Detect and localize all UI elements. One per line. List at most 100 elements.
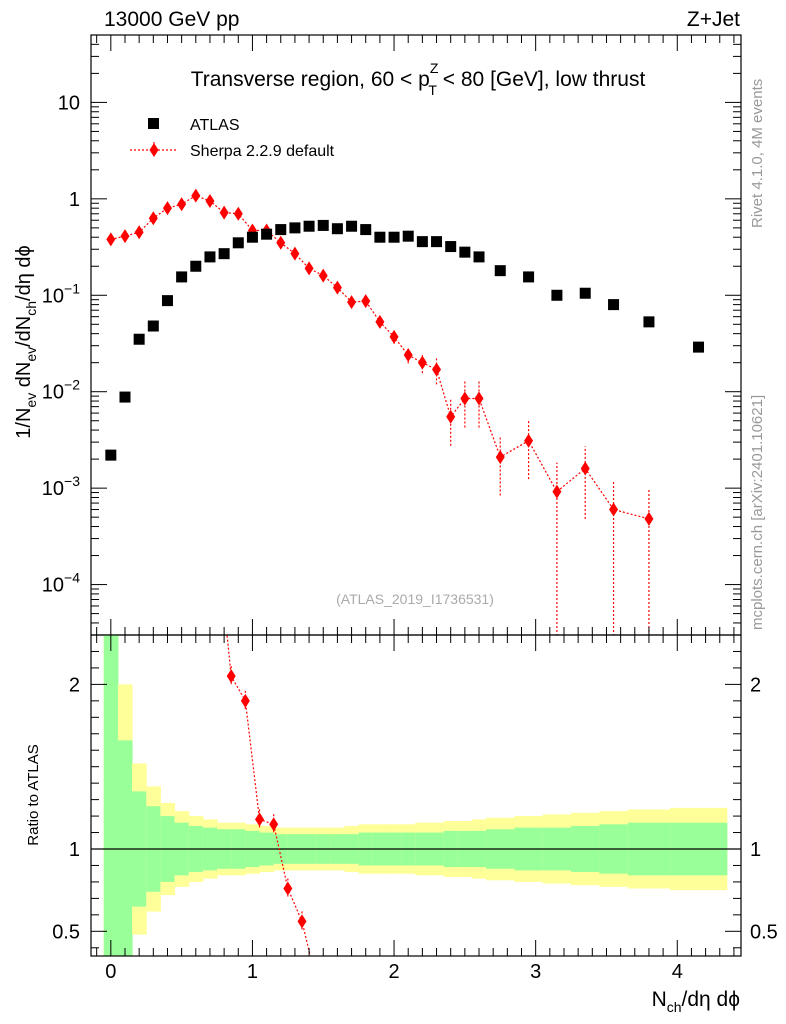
sherpa-point bbox=[403, 348, 413, 363]
legend-atlas-marker bbox=[148, 118, 159, 129]
atlas-point bbox=[416, 236, 428, 248]
main-ticks: 10 1 10−1 10−2 10−3 10−4 bbox=[42, 34, 741, 636]
atlas-point bbox=[190, 260, 202, 272]
legend-sherpa-marker bbox=[149, 143, 159, 157]
atlas-point bbox=[246, 231, 258, 243]
atlas-point bbox=[105, 449, 117, 461]
ratio-sherpa-point bbox=[283, 881, 293, 896]
atlas-point bbox=[523, 271, 535, 283]
main-title: Transverse region, 60 < pZ T < 80 [GeV], … bbox=[191, 60, 646, 98]
x-tick-label: 3 bbox=[530, 961, 541, 983]
ratio-sherpa-point bbox=[240, 693, 250, 708]
sherpa-point bbox=[432, 362, 442, 377]
sherpa-point bbox=[644, 511, 654, 526]
ratio-xlabel: Nch/dη dϕ bbox=[652, 988, 740, 1015]
atlas-point bbox=[494, 265, 506, 277]
atlas-point bbox=[331, 223, 343, 235]
ratio-bands bbox=[91, 635, 741, 956]
sherpa-point bbox=[177, 197, 187, 212]
atlas-point bbox=[473, 251, 485, 263]
ratio-sherpa-point bbox=[255, 812, 265, 827]
ratio-y-tick-label-right: 1 bbox=[750, 839, 761, 861]
ratio-band-inner bbox=[117, 740, 133, 956]
ratio-y-tick-label: 0.5 bbox=[52, 921, 80, 943]
atlas-point bbox=[317, 219, 329, 231]
atlas-point bbox=[608, 299, 620, 311]
atlas-point bbox=[303, 220, 315, 232]
sherpa-point bbox=[318, 268, 328, 283]
mcplots-label: mcplots.cern.ch [arXiv:2401.10621] bbox=[749, 395, 766, 630]
ratio-band-inner bbox=[103, 635, 119, 956]
atlas-point bbox=[360, 224, 372, 236]
ratio-ticks: 0.5 0.5 1 1 2 2 0 1 2 3 4 bbox=[52, 635, 778, 983]
ratio-y-tick-label-right: 0.5 bbox=[750, 921, 778, 943]
ratio-marks bbox=[226, 635, 311, 956]
sherpa-point bbox=[205, 193, 215, 208]
y-tick-label: 10−1 bbox=[42, 280, 80, 307]
atlas-point bbox=[147, 320, 159, 332]
sherpa-point bbox=[219, 205, 229, 220]
sherpa-point bbox=[148, 211, 158, 226]
ratio-sherpa-point bbox=[269, 817, 279, 832]
x-tick-label: 2 bbox=[388, 961, 399, 983]
sherpa-point bbox=[347, 295, 357, 310]
main-marks bbox=[105, 188, 705, 635]
sherpa-line bbox=[110, 194, 650, 520]
sherpa-point bbox=[276, 235, 286, 250]
sherpa-point bbox=[552, 484, 562, 499]
sherpa-point bbox=[495, 450, 505, 465]
sherpa-point bbox=[446, 409, 456, 424]
sherpa-point bbox=[106, 232, 116, 247]
sherpa-point bbox=[134, 225, 144, 240]
ratio-sherpa-point bbox=[226, 669, 236, 684]
sherpa-point bbox=[332, 280, 342, 295]
atlas-point bbox=[445, 241, 457, 253]
ratio-panel: 0.5 0.5 1 1 2 2 0 1 2 3 4 Ratio to ATLAS Nch/dη dϕ bbox=[25, 634, 778, 1015]
y-tick-label: 10−3 bbox=[42, 473, 80, 500]
atlas-point bbox=[374, 231, 386, 243]
ratio-y-tick-label: 1 bbox=[69, 839, 80, 861]
sherpa-point bbox=[162, 201, 172, 216]
atlas-point bbox=[459, 246, 471, 258]
ratio-y-tick-label-right: 2 bbox=[750, 674, 761, 696]
header-right-label: Z+Jet bbox=[687, 8, 740, 31]
x-tick-label: 4 bbox=[672, 961, 683, 983]
header-left-label: 13000 GeV pp bbox=[104, 8, 239, 31]
atlas-point bbox=[204, 251, 216, 263]
watermark-label: (ATLAS_2019_I1736531) bbox=[336, 591, 494, 607]
ratio-y-tick-label: 2 bbox=[69, 674, 80, 696]
sherpa-point bbox=[580, 461, 590, 476]
atlas-point bbox=[693, 341, 705, 353]
atlas-point bbox=[133, 333, 145, 345]
rivet-label: Rivet 4.1.0, 4M events bbox=[749, 79, 766, 228]
sherpa-point bbox=[120, 229, 130, 244]
sherpa-point bbox=[609, 502, 619, 517]
legend-sherpa-label: Sherpa 2.2.9 default bbox=[190, 143, 335, 160]
legend: ATLAS Sherpa 2.2.9 default bbox=[130, 117, 335, 160]
sherpa-point bbox=[233, 206, 243, 221]
sherpa-point bbox=[524, 433, 534, 448]
sherpa-point bbox=[361, 294, 371, 309]
y-tick-label: 10 bbox=[58, 92, 80, 114]
ratio-ylabel: Ratio to ATLAS bbox=[25, 744, 42, 845]
sherpa-point bbox=[290, 246, 300, 261]
atlas-point bbox=[643, 316, 655, 328]
atlas-point bbox=[275, 224, 287, 236]
y-tick-label: 1 bbox=[69, 189, 80, 211]
atlas-point bbox=[176, 271, 188, 283]
x-tick-label: 0 bbox=[105, 961, 116, 983]
y-tick-label: 10−4 bbox=[42, 570, 80, 597]
ratio-frame bbox=[90, 634, 742, 957]
legend-atlas-label: ATLAS bbox=[190, 117, 240, 134]
atlas-point bbox=[551, 289, 563, 301]
atlas-point bbox=[161, 295, 173, 307]
sherpa-point bbox=[460, 391, 470, 406]
atlas-point bbox=[346, 220, 358, 232]
sherpa-point bbox=[389, 329, 399, 344]
main-panel: 10 1 10−1 10−2 10−3 10−4 Transverse region, 6… bbox=[13, 34, 742, 636]
atlas-point bbox=[232, 237, 244, 249]
sherpa-point bbox=[474, 391, 484, 406]
sherpa-point bbox=[304, 261, 314, 276]
atlas-point bbox=[218, 248, 230, 260]
